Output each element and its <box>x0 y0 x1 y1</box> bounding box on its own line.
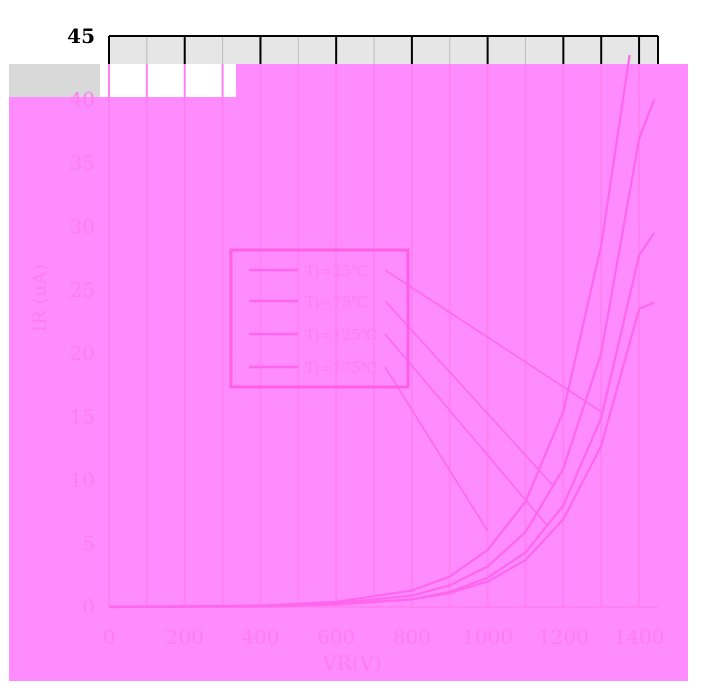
legend-label: Tj=125℃ <box>305 326 378 344</box>
y-tick-label: 20 <box>70 341 95 365</box>
x-axis-label: VR(V) <box>321 651 382 675</box>
series-line <box>108 301 655 609</box>
series-line <box>108 54 631 609</box>
legend-label: Tj=25℃ <box>305 262 368 280</box>
pink-overlay <box>9 64 688 681</box>
y-axis-label: IR (uA) <box>29 264 51 333</box>
y-tick-label: 0 <box>82 595 95 619</box>
y-tick-label: 10 <box>70 468 95 492</box>
x-tick-label: 800 <box>393 625 431 649</box>
y-tick-label: 15 <box>70 405 95 429</box>
y-tick-label: 35 <box>70 151 95 175</box>
y-tick-label: 5 <box>82 532 95 556</box>
x-tick-label: 1200 <box>538 625 589 649</box>
x-tick-label: 600 <box>317 625 355 649</box>
x-tick-label: 1000 <box>462 625 513 649</box>
legend-box <box>229 248 410 389</box>
leader-line <box>384 300 555 487</box>
leader-line <box>384 333 547 526</box>
y-tick-label: 45 <box>67 24 95 48</box>
x-tick-label: 0 <box>103 625 116 649</box>
y-tick-label: 40 <box>70 87 95 111</box>
white-patch <box>100 64 236 97</box>
legend-label: Tj=175℃ <box>305 359 378 377</box>
gray-patch <box>9 64 100 97</box>
y-tick-label: 25 <box>70 278 95 302</box>
x-tick-label: 200 <box>166 625 204 649</box>
legend: Tj=25℃ Tj=75℃ Tj=125℃ Tj=175℃ <box>229 248 410 389</box>
leader-line <box>384 269 602 413</box>
x-tick-label: 400 <box>241 625 279 649</box>
y-tick-label: 30 <box>70 214 95 238</box>
leader-line <box>384 366 489 532</box>
legend-label: Tj=75℃ <box>305 293 368 311</box>
x-tick-label: 1400 <box>614 625 665 649</box>
plot-area-top-strip <box>109 36 658 64</box>
